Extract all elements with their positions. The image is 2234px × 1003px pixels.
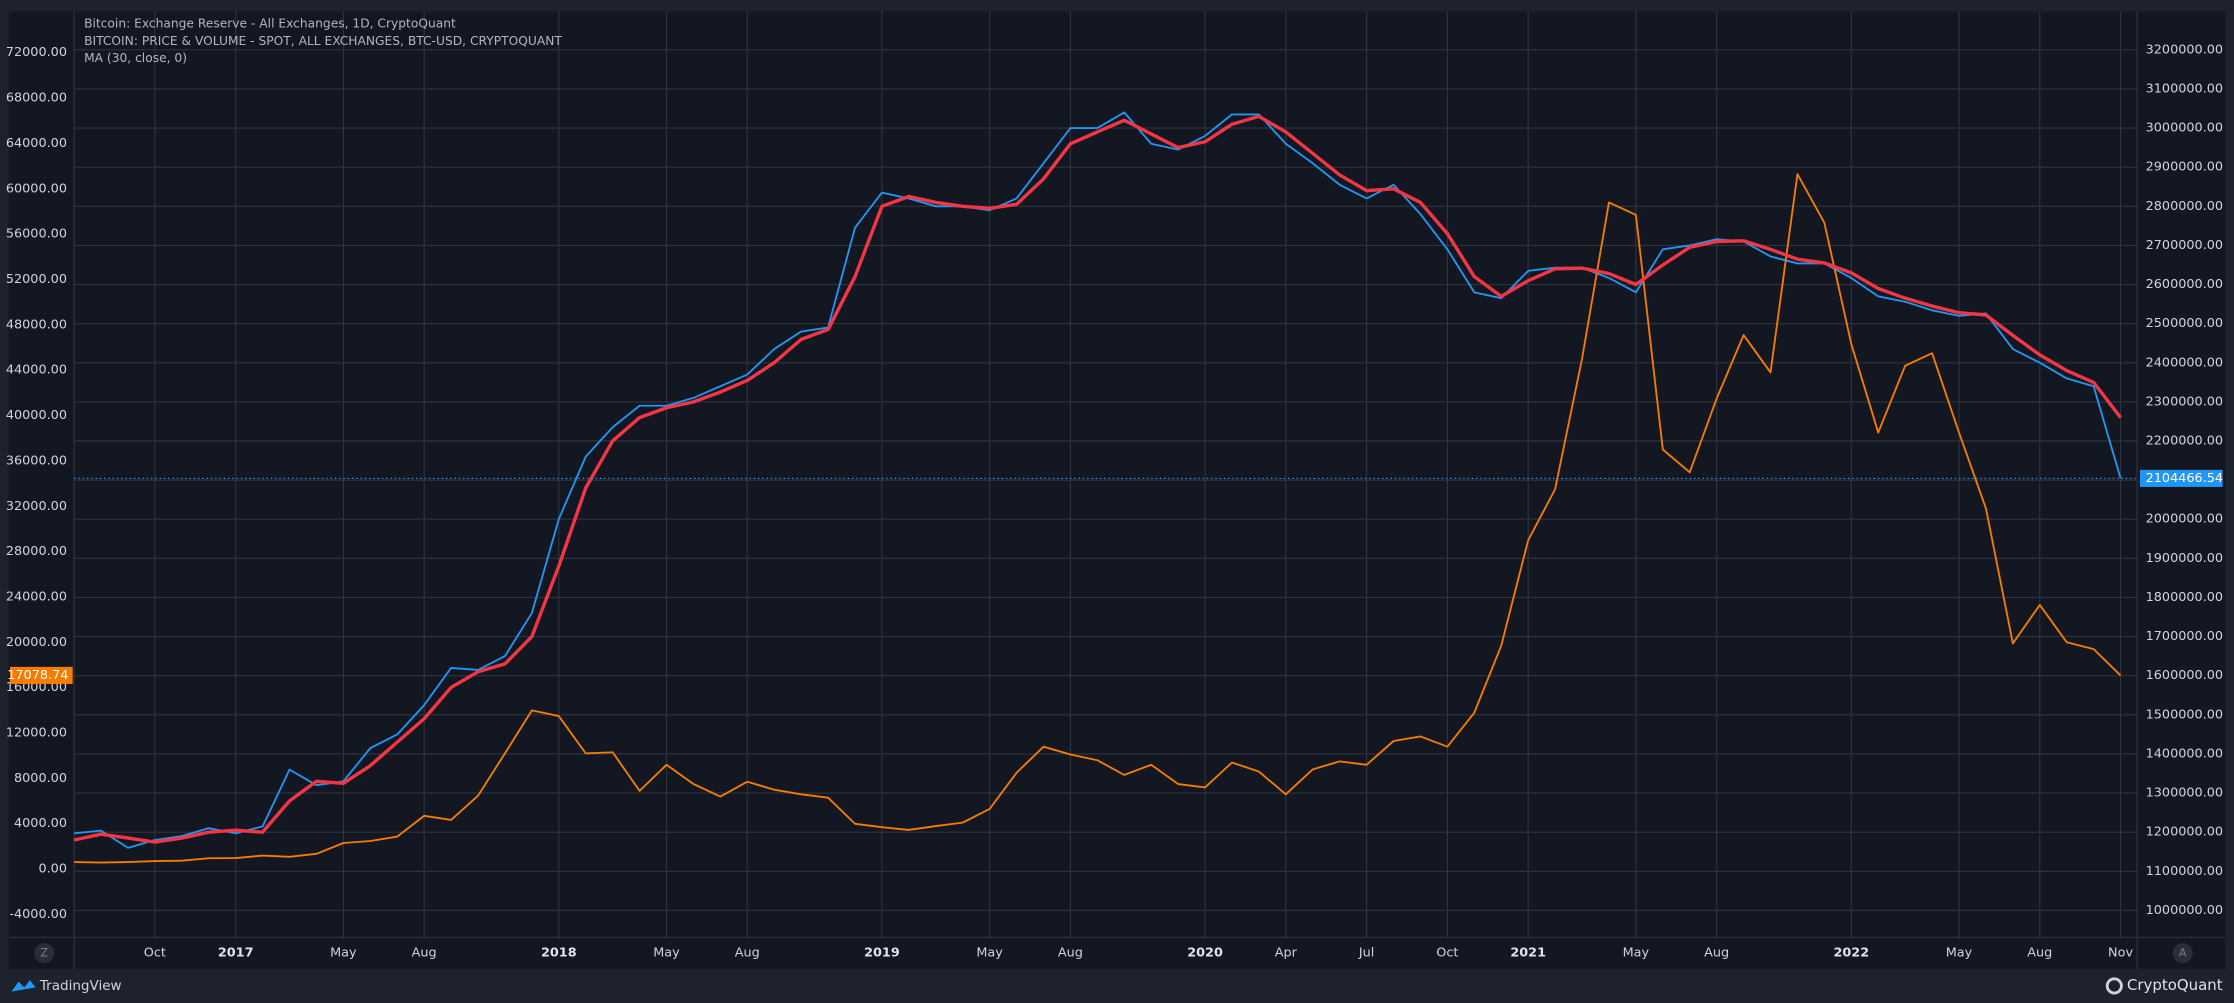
y2-tick-label: 1400000.00 [2146, 746, 2223, 761]
y2-tick-label: 2000000.00 [2146, 512, 2223, 527]
y-tick-label: 60000.00 [6, 181, 67, 196]
y-tick-label: 4000.00 [14, 816, 67, 831]
y2-tick-label: 1100000.00 [2146, 864, 2223, 879]
legend-entry: Bitcoin: Exchange Reserve - All Exchange… [84, 17, 456, 31]
footer-left: TradingView [39, 978, 122, 994]
y2-tick-label: 2200000.00 [2146, 434, 2223, 449]
footer-right: CryptoQuant [2127, 976, 2223, 994]
x-tick-label: May [976, 946, 1003, 961]
x-tick-label: May [1946, 946, 1973, 961]
y2-tick-label: 2500000.00 [2146, 316, 2223, 331]
x-tick-label: 2020 [1187, 946, 1223, 961]
y-tick-label: 40000.00 [6, 408, 67, 423]
y-tick-label: 64000.00 [6, 136, 67, 151]
chart-panel [8, 11, 2226, 969]
x-tick-label: Aug [412, 946, 437, 961]
legend-entry: BITCOIN: PRICE & VOLUME - SPOT, ALL EXCH… [84, 34, 562, 48]
y-tick-label: 48000.00 [6, 317, 67, 332]
y-tick-label: 52000.00 [6, 272, 67, 287]
y-tick-label: 24000.00 [6, 589, 67, 604]
x-tick-label: 2018 [541, 946, 577, 961]
y-tick-label: 28000.00 [6, 544, 67, 559]
y2-tick-label: 2900000.00 [2146, 160, 2223, 175]
y2-tick-label: 1200000.00 [2146, 825, 2223, 840]
y2-tick-label: 2800000.00 [2146, 199, 2223, 214]
y-tick-label: 0.00 [38, 862, 67, 877]
y2-tick-label: 3200000.00 [2146, 42, 2223, 57]
x-tick-label: Nov [2108, 946, 2133, 961]
y2-tick-label: 1000000.00 [2146, 903, 2223, 918]
last-value-label: 17078.74 [7, 668, 68, 683]
axes: -4000.000.004000.008000.0012000.0016000.… [6, 42, 2223, 960]
y2-tick-label: 1600000.00 [2146, 668, 2223, 683]
x-tick-label: May [1623, 946, 1650, 961]
y-tick-label: -4000.00 [9, 907, 67, 922]
x-tick-label: Oct [144, 946, 166, 961]
y-tick-label: 68000.00 [6, 91, 67, 106]
x-tick-label: Aug [1704, 946, 1729, 961]
last-value-box [2139, 469, 2223, 487]
x-tick-label: Jul [1358, 946, 1374, 961]
y2-tick-label: 1300000.00 [2146, 786, 2223, 801]
legend-entry: MA (30, close, 0) [84, 51, 187, 65]
tradingview-logo [11, 980, 36, 992]
x-tick-label: May [653, 946, 680, 961]
y-tick-label: 32000.00 [6, 499, 67, 514]
y-tick-label: 72000.00 [6, 45, 67, 60]
last-value-label: 2104466.54 [2146, 471, 2223, 486]
plot [73, 111, 2138, 864]
y2-tick-label: 3000000.00 [2146, 121, 2223, 136]
auto-button[interactable] [2172, 943, 2193, 964]
y2-tick-label: 2400000.00 [2146, 355, 2223, 370]
y2-tick-label: 1800000.00 [2146, 590, 2223, 605]
y-tick-label: 8000.00 [14, 771, 67, 786]
cryptoquant-logo [2105, 977, 2123, 995]
y-tick-label: 12000.00 [6, 726, 67, 741]
x-tick-label: Aug [2027, 946, 2052, 961]
y2-tick-label: 2300000.00 [2146, 394, 2223, 409]
y2-tick-label: 1700000.00 [2146, 629, 2223, 644]
x-tick-label: Aug [735, 946, 760, 961]
series-line [74, 173, 2122, 864]
y-tick-label: 36000.00 [6, 453, 67, 468]
last-value-box [9, 666, 73, 684]
grid [74, 11, 2138, 938]
x-tick-label: May [330, 946, 357, 961]
y-tick-label: 20000.00 [6, 635, 67, 650]
x-tick-label: 2022 [1833, 946, 1869, 961]
y2-tick-label: 2700000.00 [2146, 238, 2223, 253]
x-tick-label: 2021 [1510, 946, 1546, 961]
x-tick-label: Aug [1058, 946, 1083, 961]
auto-button-label[interactable]: A [2179, 946, 2187, 960]
x-tick-label: Apr [1275, 946, 1298, 961]
y2-tick-label: 2600000.00 [2146, 277, 2223, 292]
y2-tick-label: 1900000.00 [2146, 551, 2223, 566]
zoom-button-label[interactable]: Z [40, 946, 48, 960]
x-tick-label: 2017 [218, 946, 254, 961]
series-line [74, 111, 2122, 849]
y-tick-label: 44000.00 [6, 363, 67, 378]
y2-tick-label: 1500000.00 [2146, 707, 2223, 722]
x-tick-label: 2019 [864, 946, 900, 961]
zoom-button[interactable] [34, 943, 55, 964]
series-line [73, 114, 2122, 844]
x-tick-label: Oct [1436, 946, 1458, 961]
y-tick-label: 56000.00 [6, 227, 67, 242]
y2-tick-label: 3100000.00 [2146, 81, 2223, 96]
